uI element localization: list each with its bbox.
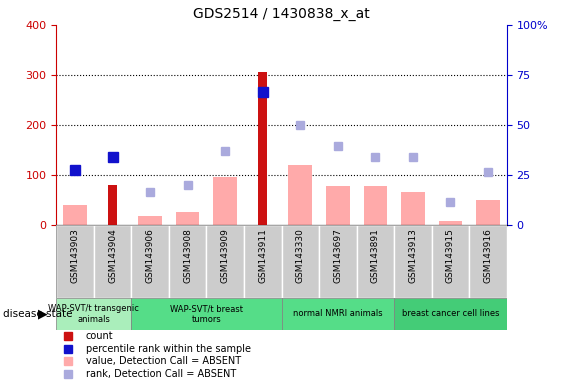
Text: WAP-SVT/t transgenic
animals: WAP-SVT/t transgenic animals: [48, 304, 139, 324]
Bar: [439, 221, 462, 225]
Bar: [94, 225, 131, 298]
Text: breast cancer cell lines: breast cancer cell lines: [401, 310, 499, 318]
Bar: [394, 225, 432, 298]
Text: count: count: [86, 331, 113, 341]
Bar: [432, 225, 469, 298]
Text: GSM143908: GSM143908: [183, 228, 192, 283]
Bar: [176, 212, 199, 225]
Text: GSM143891: GSM143891: [371, 228, 380, 283]
Bar: [108, 185, 117, 225]
Text: ▶: ▶: [38, 308, 48, 320]
Bar: [319, 225, 356, 298]
Title: GDS2514 / 1430838_x_at: GDS2514 / 1430838_x_at: [193, 7, 370, 21]
Text: GSM143911: GSM143911: [258, 228, 267, 283]
Bar: [469, 225, 507, 298]
Bar: [131, 298, 282, 330]
Bar: [401, 192, 425, 225]
Bar: [131, 225, 169, 298]
Text: GSM143330: GSM143330: [296, 228, 305, 283]
Text: disease state: disease state: [3, 309, 72, 319]
Text: WAP-SVT/t breast
tumors: WAP-SVT/t breast tumors: [170, 304, 243, 324]
Bar: [326, 186, 350, 225]
Bar: [56, 225, 94, 298]
Bar: [258, 73, 267, 225]
Text: GSM143903: GSM143903: [70, 228, 79, 283]
Text: GSM143904: GSM143904: [108, 228, 117, 283]
Text: GSM143697: GSM143697: [333, 228, 342, 283]
Bar: [394, 298, 507, 330]
Text: rank, Detection Call = ABSENT: rank, Detection Call = ABSENT: [86, 369, 236, 379]
Bar: [207, 225, 244, 298]
Text: GSM143909: GSM143909: [221, 228, 230, 283]
Bar: [282, 225, 319, 298]
Text: GSM143906: GSM143906: [146, 228, 155, 283]
Bar: [56, 298, 131, 330]
Bar: [476, 200, 500, 225]
Bar: [169, 225, 207, 298]
Bar: [288, 165, 312, 225]
Bar: [213, 177, 237, 225]
Bar: [244, 225, 282, 298]
Text: GSM143913: GSM143913: [408, 228, 417, 283]
Text: value, Detection Call = ABSENT: value, Detection Call = ABSENT: [86, 356, 241, 366]
Bar: [282, 298, 394, 330]
Bar: [356, 225, 394, 298]
Bar: [138, 216, 162, 225]
Text: normal NMRI animals: normal NMRI animals: [293, 310, 383, 318]
Bar: [63, 205, 87, 225]
Text: GSM143916: GSM143916: [484, 228, 493, 283]
Bar: [364, 186, 387, 225]
Text: GSM143915: GSM143915: [446, 228, 455, 283]
Text: percentile rank within the sample: percentile rank within the sample: [86, 344, 251, 354]
